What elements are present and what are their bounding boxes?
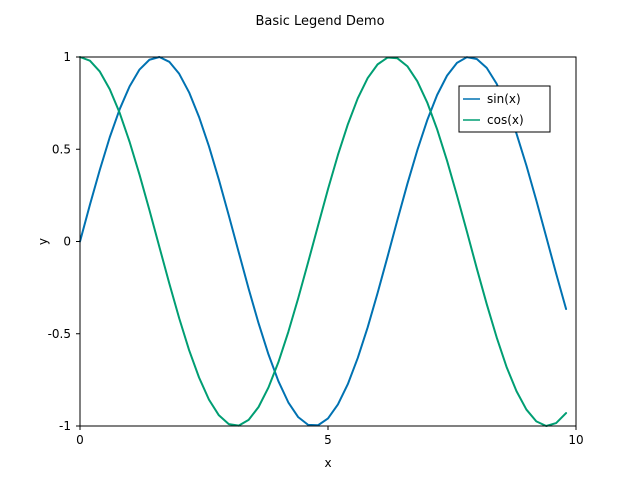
x-axis-label: x xyxy=(324,456,331,470)
legend-label-sin: sin(x) xyxy=(487,92,521,106)
x-tick-label: 10 xyxy=(568,433,583,447)
series-line-1 xyxy=(79,56,568,427)
x-axis: 0 5 10 xyxy=(76,426,584,447)
y-tick-label: 0.5 xyxy=(52,142,71,156)
series-layer xyxy=(79,56,568,427)
y-tick-label: -0.5 xyxy=(48,327,71,341)
y-axis: -1 -0.5 0 0.5 1 xyxy=(48,50,80,433)
y-tick-label: -1 xyxy=(59,419,71,433)
y-tick-label: 1 xyxy=(63,50,71,64)
y-axis-label: y xyxy=(36,238,50,245)
series-line-0 xyxy=(79,56,568,427)
legend: sin(x) cos(x) xyxy=(458,85,551,133)
x-tick-label: 0 xyxy=(76,433,84,447)
x-tick-label: 5 xyxy=(324,433,332,447)
chart-title: Basic Legend Demo xyxy=(255,14,384,29)
legend-box xyxy=(458,85,551,133)
y-tick-label: 0 xyxy=(63,235,71,249)
legend-label-cos: cos(x) xyxy=(487,113,524,127)
